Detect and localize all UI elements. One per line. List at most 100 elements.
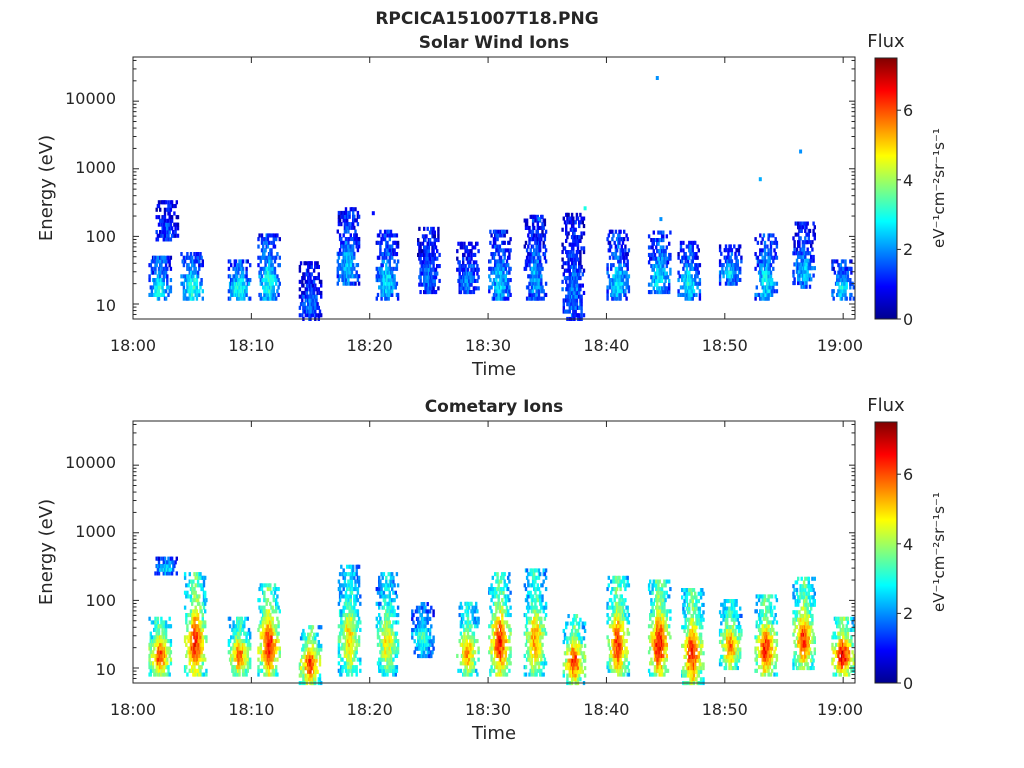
heatmap-cell (669, 271, 672, 276)
heatmap-cell (201, 661, 204, 666)
heatmap-cell (432, 639, 435, 644)
heatmap-cell (241, 624, 245, 629)
heatmap-cell (836, 259, 839, 264)
heatmap-cell (665, 271, 668, 276)
heatmap-cell (346, 225, 349, 230)
heatmap-cell (200, 263, 203, 268)
heatmap-cell (315, 658, 318, 663)
heatmap-cell (624, 292, 627, 297)
heatmap-cell (379, 594, 382, 599)
heatmap-cell (346, 616, 349, 621)
heatmap-cell (354, 229, 357, 234)
heatmap-cell (393, 646, 396, 651)
heatmap-cell (354, 583, 357, 588)
heatmap-cell (679, 285, 683, 290)
heatmap-cell (432, 286, 435, 291)
heatmap-cell (581, 272, 584, 277)
heatmap-cell (263, 255, 266, 260)
heatmap-cell (436, 249, 439, 254)
heatmap-cell (343, 222, 347, 227)
heatmap-cell (148, 263, 151, 268)
heatmap-cell (200, 583, 203, 588)
heatmap-cell (582, 224, 586, 229)
heatmap-cell (562, 261, 565, 266)
heatmap-cell (232, 646, 235, 651)
heatmap-cell (161, 289, 164, 294)
heatmap-cell (756, 263, 760, 268)
heatmap-cell (541, 229, 544, 234)
heatmap-cell (357, 240, 361, 245)
heatmap-cell (767, 289, 770, 294)
heatmap-cell (433, 241, 436, 246)
heatmap-cell (387, 616, 390, 621)
heatmap-cell (831, 292, 834, 297)
heatmap-cell (382, 259, 386, 264)
heatmap-cell (652, 249, 655, 254)
heatmap-cell (237, 616, 240, 621)
heatmap-cell (615, 248, 619, 253)
heatmap-cell (149, 650, 152, 655)
heatmap-cell (199, 668, 202, 673)
heatmap-cell (342, 587, 345, 592)
heatmap-cell (425, 631, 428, 636)
heatmap-cell (613, 255, 616, 260)
heatmap-cell (269, 601, 272, 606)
heatmap-cell (169, 237, 173, 242)
heatmap-cell (464, 665, 467, 670)
heatmap-cell (792, 273, 795, 278)
heatmap-cell (189, 252, 193, 257)
heatmap-cell (162, 292, 165, 297)
heatmap-cell (490, 233, 493, 238)
heatmap-cell (164, 661, 168, 666)
heatmap-cell (494, 285, 497, 290)
heatmap-cell (568, 268, 571, 273)
heatmap-cell (606, 237, 609, 242)
heatmap-cell (421, 267, 425, 272)
heatmap-cell (275, 237, 278, 242)
heatmap-cell (396, 583, 400, 588)
heatmap-cell (798, 269, 801, 274)
heatmap-cell (169, 657, 173, 662)
heatmap-cell (259, 650, 262, 655)
heatmap-cell (655, 256, 658, 261)
heatmap-cell (419, 635, 422, 640)
heatmap-cell (243, 296, 246, 301)
heatmap-cell (383, 252, 387, 257)
heatmap-cell (470, 249, 473, 254)
heatmap-cell (575, 238, 579, 243)
heatmap-cell (626, 263, 629, 268)
heatmap-cell (202, 598, 206, 603)
heatmap-cell (298, 287, 302, 292)
heatmap-cell (193, 252, 196, 257)
heatmap-cell (800, 221, 803, 226)
heatmap-cell (348, 255, 351, 260)
heatmap-cell (476, 241, 479, 246)
heatmap-cell (767, 274, 770, 279)
heatmap-cell (202, 583, 206, 588)
heatmap-cell (316, 651, 319, 656)
heatmap-cell (275, 624, 278, 629)
heatmap-cell (810, 243, 813, 248)
heatmap-cell (172, 560, 175, 565)
heatmap-cell (472, 290, 476, 295)
heatmap-cell (183, 259, 187, 264)
heatmap-cell (460, 605, 464, 610)
heatmap-cell (697, 270, 700, 275)
heatmap-cell (608, 285, 612, 290)
heatmap-cell (624, 244, 627, 249)
heatmap-cell (185, 594, 188, 599)
heatmap-cell (499, 266, 503, 271)
heatmap-cell (458, 267, 461, 272)
heatmap-cell (304, 313, 307, 318)
heatmap-cell (619, 259, 622, 264)
heatmap-cell (353, 572, 356, 577)
heatmap-cell (578, 224, 581, 229)
heatmap-cell (411, 628, 414, 633)
heatmap-cell (340, 564, 343, 569)
heatmap-cell (682, 266, 685, 271)
heatmap-cell (382, 278, 386, 283)
heatmap-cell (267, 657, 271, 662)
heatmap-cell (378, 613, 381, 618)
heatmap-cell (347, 598, 350, 603)
heatmap-cell (161, 218, 164, 223)
